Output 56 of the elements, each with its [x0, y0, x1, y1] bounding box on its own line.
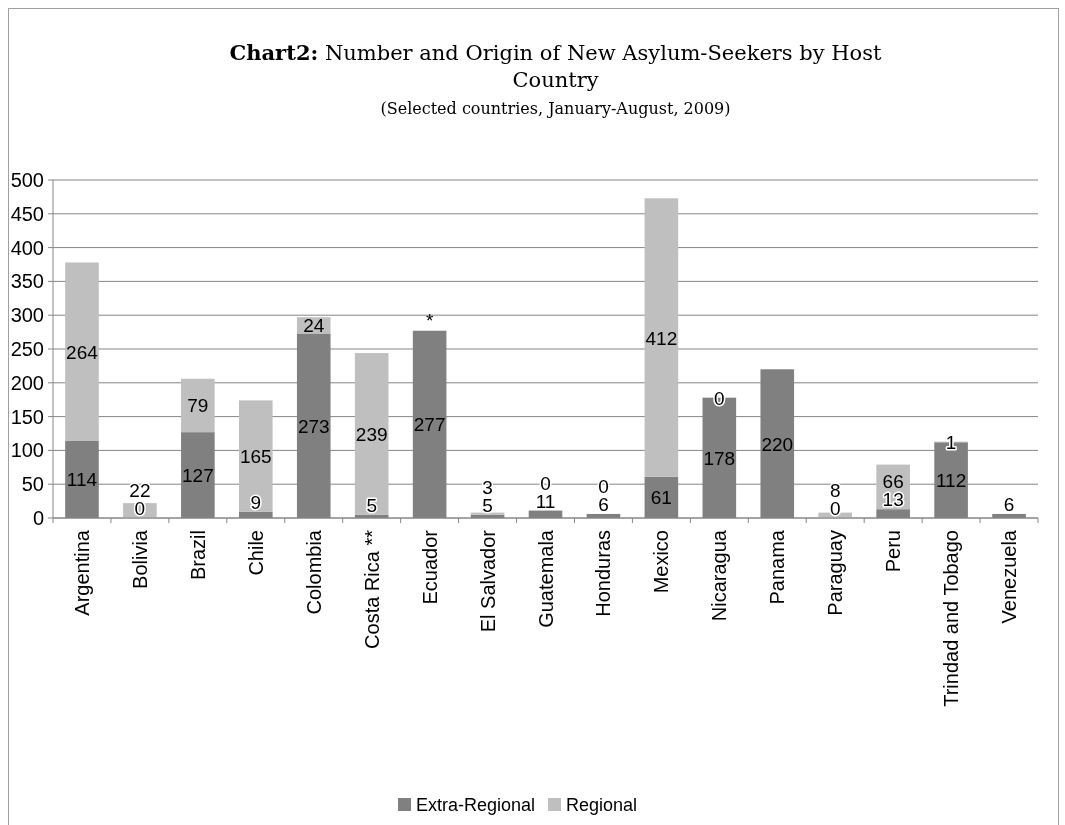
data-label: 178 — [703, 447, 736, 469]
data-label: 112 — [935, 470, 967, 492]
data-label: 6 — [1003, 493, 1015, 515]
data-label: 273 — [297, 415, 330, 437]
x-tick-label: Peru — [882, 530, 905, 573]
y-tick-label: 50 — [21, 473, 44, 496]
x-tick-label: Costa Rica ** — [360, 529, 383, 649]
data-label: 114 — [66, 469, 98, 491]
data-label: 24 — [303, 315, 325, 337]
data-label: 264 — [66, 341, 99, 363]
chart-subtitle: (Selected countries, January-August, 2009) — [380, 99, 731, 118]
x-tick-label: Venezuela — [998, 529, 1021, 624]
x-tick-label: Mexico — [650, 530, 673, 594]
x-tick-label: Argentina — [70, 529, 93, 616]
x-tick-label: Honduras — [592, 530, 615, 617]
data-label: 220 — [761, 433, 794, 455]
x-tick-label: Brazil — [186, 530, 209, 581]
x-tick-label: Trindad and Tobago — [940, 530, 963, 707]
x-tick-label: Panama — [766, 529, 789, 605]
x-tick-label: Colombia — [302, 529, 325, 615]
x-tick-label: Chile — [244, 530, 267, 576]
data-label: 0 — [134, 498, 146, 519]
legend-label: Regional — [566, 795, 638, 815]
bar — [644, 198, 679, 477]
data-label: 9 — [250, 491, 262, 513]
x-tick-label: Bolivia — [128, 529, 151, 589]
y-tick-label: 350 — [10, 270, 44, 293]
bar — [65, 262, 99, 441]
y-tick-label: 150 — [10, 405, 44, 428]
x-tick-label: Ecuador — [418, 529, 441, 605]
y-tick-label: 0 — [32, 507, 44, 529]
data-label: 5 — [366, 494, 377, 516]
data-label: 79 — [187, 395, 209, 417]
data-label: 412 — [645, 327, 678, 349]
y-tick-label: 450 — [10, 202, 44, 225]
x-tick-label: Nicaragua — [708, 529, 731, 622]
y-tick-label: 200 — [10, 371, 44, 394]
y-tick-label: 250 — [10, 338, 44, 360]
legend-label: Extra-Regional — [416, 795, 536, 815]
data-label: 277 — [413, 414, 446, 436]
x-tick-label: Paraguay — [824, 530, 847, 616]
y-tick-label: 300 — [10, 304, 44, 327]
data-label: 8 — [829, 480, 841, 501]
data-label: 61 — [650, 487, 672, 509]
y-tick-label: 100 — [10, 439, 44, 462]
data-label: 165 — [239, 446, 272, 468]
data-label: 239 — [355, 423, 388, 445]
data-label: 22 — [129, 480, 151, 501]
y-tick-label: 400 — [10, 236, 44, 259]
data-label: 0 — [829, 498, 841, 519]
chart-title: Chart2: Number and Origin of New Asylum-Seekers by Host Country — [229, 40, 883, 92]
x-tick-label: Guatemala — [534, 529, 557, 628]
data-label: 127 — [182, 465, 214, 487]
y-tick-label: 500 — [10, 169, 44, 191]
x-tick-label: El Salvador — [476, 529, 499, 633]
annotation: * — [425, 309, 434, 331]
